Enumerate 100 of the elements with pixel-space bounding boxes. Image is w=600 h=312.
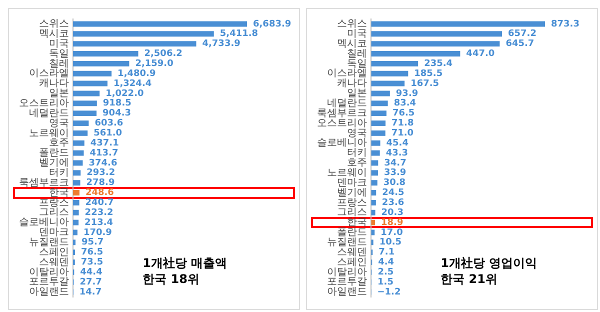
y-tick-label: 포르투갈 [327,276,367,288]
bar [371,160,378,166]
data-label: 17.0 [380,228,403,238]
y-tick-label: 독일 [347,58,367,70]
data-label: 30.8 [383,178,406,188]
data-label: 76.5 [392,108,415,119]
bar [371,170,378,176]
y-tick-label: 프랑스 [337,197,367,208]
y-tick-label: 캐나다 [39,78,69,90]
data-label: 904.3 [102,108,132,119]
data-label: 4.4 [378,258,394,268]
y-tick-label: 일본 [347,88,367,100]
y-tick-label: 슬로베니아 [317,138,367,149]
data-label: 20.3 [381,208,404,218]
bar [73,230,78,236]
y-tick-label: 독일 [49,48,69,60]
data-label: 93.9 [396,88,418,99]
bar [371,200,376,206]
bar [371,180,378,186]
y-tick-label: 벨기에 [337,187,367,198]
data-label: 4,733.9 [202,39,240,50]
data-label: 27.7 [80,277,102,288]
y-tick-label: 노르웨이 [327,167,367,178]
bar [371,90,390,96]
y-tick-label: 아일랜드 [327,286,367,298]
y-tick-label: 폴란드 [39,148,69,159]
bar [371,220,375,226]
data-label: 873.3 [551,19,580,30]
data-label: 73.5 [80,258,104,268]
annotation: 한국 21위 [440,272,498,286]
data-label: 44.4 [80,268,102,278]
y-tick-label: 네덜란드 [327,98,367,109]
y-tick-label: 그리스 [337,207,367,218]
data-label: 918.5 [102,98,132,109]
y-tick-label: 이탈리아 [327,266,367,278]
data-label: 1,324.4 [113,78,152,89]
data-label: 603.6 [94,118,124,129]
bar [73,150,84,156]
data-label: 71.8 [392,118,414,129]
bar [371,190,376,196]
bar [371,210,376,216]
bar [73,140,84,146]
y-tick-label: 영국 [49,118,69,129]
y-tick-label: 한국 [49,187,69,198]
data-label: 1,022.0 [106,88,144,99]
y-tick-label: 네덜란드 [29,108,69,119]
data-label: 5,411.8 [220,29,258,40]
y-tick-label: 호주 [347,158,367,169]
y-tick-label: 아일랜드 [29,286,69,298]
y-tick-label: 스위스 [39,18,69,30]
y-tick-label: 영국 [347,128,367,139]
data-label: 34.7 [384,158,406,168]
y-tick-label: 칠레 [347,48,367,60]
data-label: 1.5 [378,277,394,288]
y-tick-label: 오스트리아 [317,118,367,129]
data-label: 447.0 [466,49,495,60]
bar [73,51,138,56]
bar [73,120,89,126]
bar [73,220,79,226]
y-tick-label: 뉴질랜드 [29,236,69,248]
y-tick-label: 스페인 [39,246,69,258]
y-tick-label: 캐나다 [337,78,367,90]
bar [73,170,81,176]
data-label: 248.6 [85,188,114,198]
bar [371,120,386,126]
bar [371,21,545,27]
bar [73,110,97,116]
y-tick-label: 스페인 [337,256,367,268]
data-label: 95.7 [81,238,104,248]
data-label: 23.6 [382,198,404,208]
y-tick-label: 이스라엘 [327,68,367,80]
data-label: 240.7 [85,198,114,208]
data-label: 2,159.0 [135,59,174,70]
annotation: 1개社당 매출액 [142,256,228,270]
bar [73,41,196,47]
bar [371,230,375,236]
data-label: 2.5 [378,268,394,278]
bar [371,80,405,86]
y-tick-label: 스웨덴 [39,256,69,268]
data-label: 374.6 [88,158,118,168]
data-label: 7.1 [378,248,395,258]
bar [73,210,79,216]
bar [73,200,80,206]
bar [371,70,408,76]
bar [371,31,502,37]
y-tick-label: 노르웨이 [29,128,69,139]
data-label: 437.1 [90,138,119,148]
bar [73,130,88,136]
y-tick-label: 스위스 [337,18,367,30]
bar [371,140,380,146]
y-tick-label: 칠레 [49,58,69,70]
data-label: 33.9 [384,168,406,178]
y-tick-label: 룩셈부르크 [317,108,367,119]
bar [73,70,112,76]
data-label: 45.4 [386,138,408,148]
y-tick-label: 호주 [49,138,69,149]
data-label: 1,480.9 [118,68,156,79]
y-tick-label: 미국 [347,28,367,40]
bar [371,60,418,66]
data-label: 6,683.9 [253,19,292,30]
